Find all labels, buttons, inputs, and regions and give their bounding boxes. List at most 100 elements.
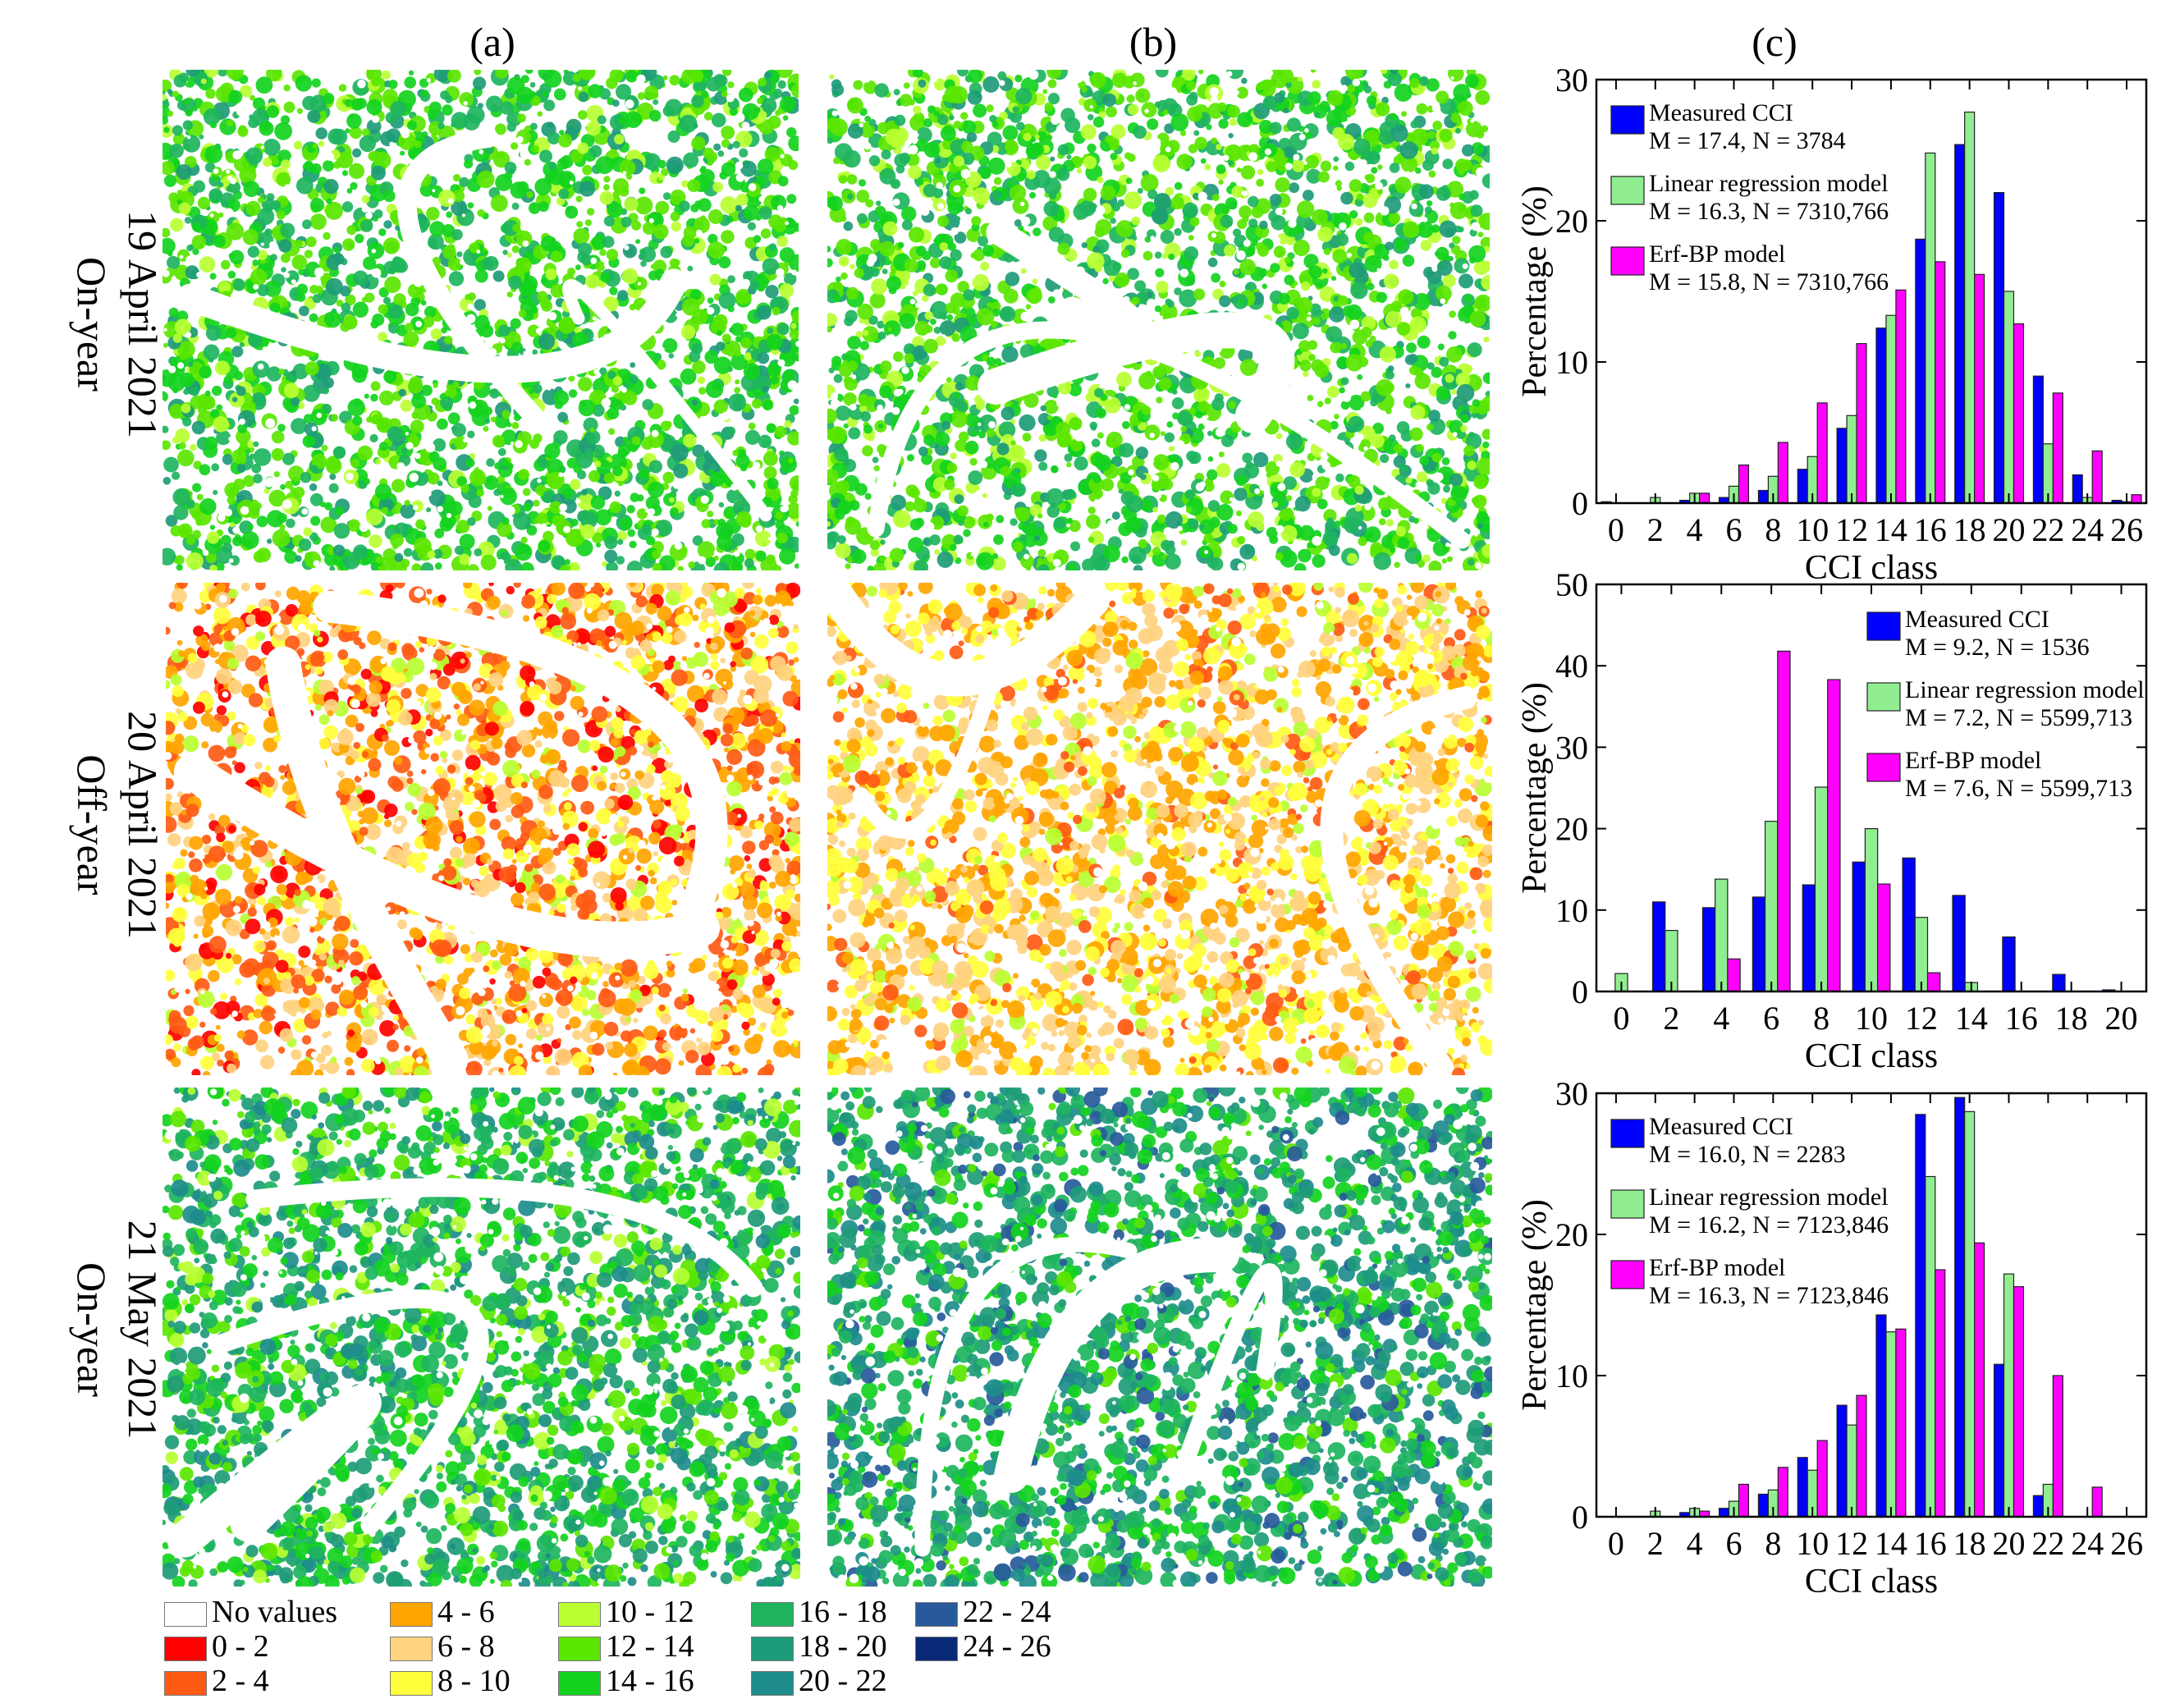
bar-erf-bp-model: [2131, 494, 2142, 504]
bar-measured-cci: [1875, 327, 1887, 504]
x-tick-label: 10: [1796, 511, 1829, 548]
map-panel-a-row1: [163, 70, 799, 570]
legend-series-name: Measured CCI: [1649, 99, 1793, 126]
bar-erf-bp-model: [1777, 1467, 1788, 1518]
plot-frame: [1595, 78, 2148, 505]
bar-measured-cci: [1993, 192, 2005, 504]
y-tick-label: 10: [1555, 1358, 1588, 1394]
x-tick-label: 20: [1993, 1525, 2026, 1562]
x-tick-label: 16: [2005, 1000, 2038, 1037]
legend-item: 8 - 10: [390, 1665, 511, 1697]
bar-erf-bp-model: [1816, 1440, 1828, 1518]
legend-series-stats: M = 7.6, N = 5599,713: [1905, 775, 2132, 802]
bar-erf-bp-model: [1974, 273, 1985, 504]
legend-item: 24 - 26: [915, 1631, 1051, 1662]
legend-series-name: Measured CCI: [1905, 606, 2049, 633]
legend-item: 18 - 20: [751, 1631, 887, 1662]
bar-erf-bp-model: [1856, 343, 1867, 504]
x-tick-label: 10: [1796, 1525, 1829, 1562]
legend-item: 20 - 22: [751, 1665, 887, 1697]
bar-erf-bp-model: [1738, 1483, 1750, 1518]
y-tick-label: 30: [1555, 1075, 1588, 1112]
map-texture: [827, 1088, 1492, 1587]
legend-item: 12 - 14: [558, 1631, 694, 1662]
bar-measured-cci: [1701, 907, 1716, 992]
y-tick-label: 10: [1555, 892, 1588, 929]
bar-linear-regression-model: [2003, 291, 2015, 504]
x-axis-label: CCI class: [1805, 549, 1938, 587]
x-tick-label: 10: [1855, 1000, 1888, 1037]
x-tick-label: 6: [1726, 1525, 1742, 1562]
map-texture: [827, 583, 1492, 1075]
legend-label: No values: [212, 1595, 338, 1629]
x-axis-label: CCI class: [1805, 1563, 1938, 1600]
legend-label: 12 - 14: [606, 1629, 694, 1664]
x-tick-label: 8: [1765, 511, 1781, 548]
y-tick-label: 20: [1555, 1216, 1588, 1253]
legend-series-stats: M = 16.3, N = 7310,766: [1649, 198, 1889, 225]
legend-swatch: [558, 1637, 601, 1662]
bar-erf-bp-model: [1727, 958, 1741, 992]
bar-erf-bp-model: [1699, 492, 1710, 504]
legend-swatch: [1866, 682, 1901, 712]
legend-label: 2 - 4: [212, 1664, 269, 1698]
legend-swatch: [390, 1602, 433, 1628]
bar-erf-bp-model: [1974, 1242, 1985, 1518]
legend-swatch: [915, 1602, 958, 1628]
x-tick-label: 4: [1687, 1525, 1703, 1562]
legend-series-stats: M = 17.4, N = 3784: [1649, 127, 1846, 154]
bar-erf-bp-model: [1738, 464, 1750, 504]
x-tick-label: 24: [2071, 511, 2104, 548]
bar-erf-bp-model: [1827, 679, 1841, 992]
legend-item: No values: [164, 1596, 337, 1628]
bar-linear-regression-model: [1814, 786, 1829, 992]
bar-erf-bp-model: [2013, 1286, 2025, 1518]
row-label-date: 20 April 2021: [120, 711, 166, 939]
x-tick-label: 8: [1765, 1525, 1781, 1562]
x-tick-label: 12: [1835, 511, 1868, 548]
legend-swatch: [390, 1637, 433, 1662]
legend-series-name: Erf-BP model: [1649, 240, 1785, 268]
bar-erf-bp-model: [1856, 1394, 1867, 1518]
x-tick-label: 22: [2031, 1525, 2064, 1562]
legend-swatch: [164, 1671, 207, 1697]
bar-erf-bp-model: [1877, 883, 1891, 992]
bar-linear-regression-model: [1964, 111, 1976, 504]
bar-measured-cci: [1954, 1097, 1966, 1518]
histogram-chart-1: 0 10 20 30 0 2 4 6 8 10 12 14 16 18 20 22 24 26 CCI class P…: [1510, 62, 2150, 595]
bar-measured-cci: [1757, 1493, 1769, 1518]
legend-label: 18 - 20: [799, 1629, 887, 1664]
bar-measured-cci: [1993, 1363, 2005, 1518]
x-tick-label: 6: [1726, 511, 1742, 548]
bar-linear-regression-model: [1885, 314, 1897, 504]
bar-erf-bp-model: [1935, 261, 1946, 504]
bar-linear-regression-model: [1846, 414, 1857, 504]
x-tick-label: 2: [1663, 1000, 1679, 1037]
bar-erf-bp-model: [1895, 289, 1907, 504]
legend-series-stats: M = 9.2, N = 1536: [1905, 634, 2090, 661]
legend-series-name: Linear regression model: [1649, 1184, 1889, 1211]
bar-linear-regression-model: [1885, 1331, 1897, 1518]
x-tick-label: 12: [1905, 1000, 1938, 1037]
legend-series-stats: M = 15.8, N = 7310,766: [1649, 268, 1889, 295]
y-tick-label: 20: [1555, 203, 1588, 240]
legend-swatch: [558, 1671, 601, 1697]
x-tick-label: 16: [1914, 1525, 1947, 1562]
row-label-phase: On-year: [69, 257, 115, 392]
y-tick-label: 40: [1555, 648, 1588, 685]
legend-item: 2 - 4: [164, 1665, 269, 1697]
legend-label: 0 - 2: [212, 1629, 269, 1664]
legend-swatch: [558, 1602, 601, 1628]
x-tick-label: 14: [1875, 1525, 1907, 1562]
bar-measured-cci: [1915, 238, 1926, 504]
map-texture: [163, 1088, 800, 1587]
bar-measured-cci: [1836, 1404, 1848, 1518]
x-tick-label: 4: [1687, 511, 1703, 548]
bar-measured-cci: [2032, 1495, 2044, 1518]
y-axis-label: Percentage (%): [1516, 185, 1554, 397]
bar-erf-bp-model: [1926, 972, 1941, 992]
x-tick-label: 18: [1953, 511, 1986, 548]
legend-swatch: [1866, 753, 1901, 782]
legend-swatch: [1610, 105, 1645, 135]
